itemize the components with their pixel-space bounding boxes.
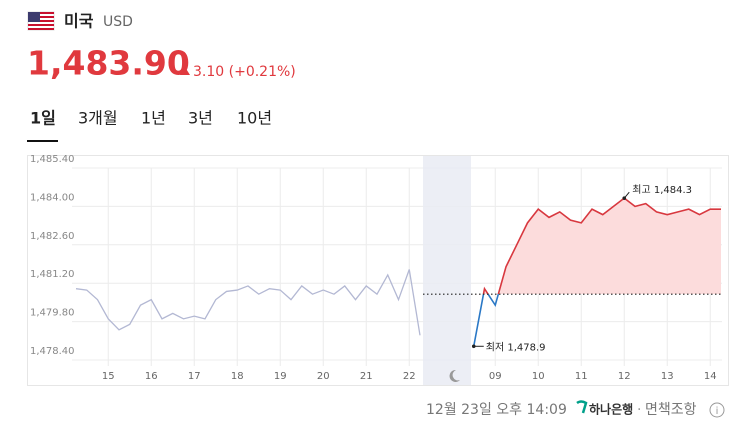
y-tick-label: 1,485.40	[30, 154, 75, 165]
info-icon[interactable]: i	[709, 402, 725, 418]
timestamp: 12월 23일 오후 14:09	[426, 402, 567, 418]
area	[473, 198, 721, 295]
x-tick-label: 16	[145, 371, 158, 382]
y-tick-label: 1,479.80	[30, 308, 75, 319]
up-arrow	[180, 67, 190, 75]
price: 1,483.90	[27, 44, 190, 83]
y-tick-label: 1,484.00	[30, 192, 75, 203]
tab[interactable]: 3개월	[78, 109, 118, 128]
separator: ·	[637, 402, 641, 418]
svg-text:i: i	[716, 406, 719, 417]
tab[interactable]: 10년	[237, 109, 272, 128]
tab[interactable]: 1일	[30, 109, 56, 128]
x-tick-label: 11	[575, 371, 588, 382]
x-tick-label: 15	[102, 371, 115, 382]
y-tick-label: 1,482.60	[30, 231, 75, 242]
x-tick-label: 21	[360, 371, 373, 382]
country: 미국	[64, 12, 94, 31]
lines: 최고 1,484.3 최저 1,478.9	[75, 184, 722, 353]
bank: 하나은행	[589, 402, 633, 417]
x-tick-label: 12	[618, 371, 631, 382]
currency: USD	[103, 14, 133, 30]
bank-logo	[576, 400, 588, 414]
max-leader	[623, 191, 630, 199]
x-tick-label: 17	[188, 371, 201, 382]
x-tick-label: 22	[403, 371, 416, 382]
x-tick-label: 13	[661, 371, 674, 382]
moon-icon	[449, 369, 460, 382]
y-tick-label: 1,478.40	[30, 346, 75, 357]
night-band	[423, 156, 471, 385]
min-label: 최저 1,478.9	[486, 341, 546, 353]
line	[482, 197, 721, 295]
flag	[27, 11, 55, 31]
x-tick-label: 09	[489, 371, 502, 382]
chart-frame	[27, 155, 729, 386]
change: 3.10 (+0.21%)	[193, 64, 296, 80]
x-tick-label: 14	[704, 371, 717, 382]
x-tick-label: 20	[317, 371, 330, 382]
tab[interactable]: 3년	[188, 109, 213, 128]
x-tick-label: 18	[231, 371, 244, 382]
tab-underline	[27, 140, 58, 142]
disclaimer[interactable]: 면책조항	[645, 402, 697, 418]
line	[75, 269, 421, 336]
tab[interactable]: 1년	[141, 109, 166, 128]
x-tick-label: 19	[274, 371, 287, 382]
x-tick-label: 10	[532, 371, 545, 382]
y-tick-label: 1,481.20	[30, 269, 75, 280]
max-label: 최고 1,484.3	[632, 184, 692, 196]
